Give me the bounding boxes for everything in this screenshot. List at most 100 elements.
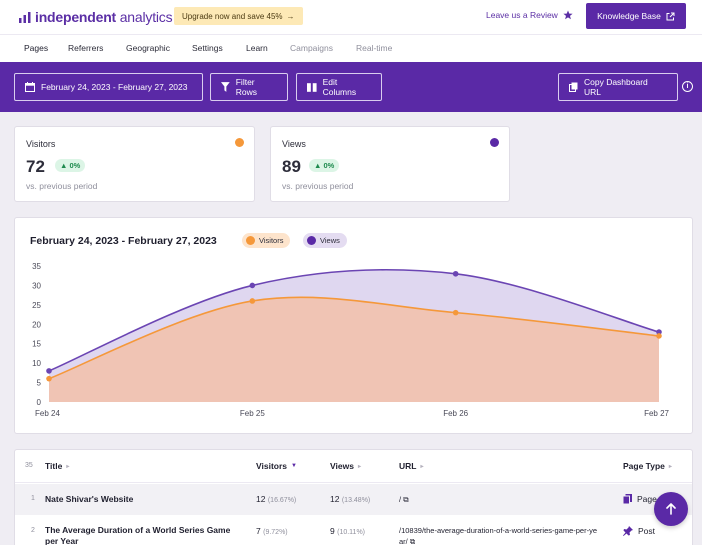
row-number: 1	[31, 495, 35, 502]
sort-caret-icon: ▸	[668, 463, 672, 470]
copy-dashboard-url-label: Copy Dashboard URL	[583, 77, 648, 97]
table-row[interactable]: 2 The Average Duration of a World Series…	[15, 516, 692, 545]
views-dot-icon	[490, 138, 499, 147]
x-tick-label: Feb 26	[443, 409, 468, 418]
views-change-badge: ▲ 0%	[309, 159, 340, 172]
row-visitors-pct: (9.72%)	[263, 529, 288, 536]
column-header-url[interactable]: URL ▸	[399, 461, 424, 471]
sort-desc-icon: ▼	[291, 463, 297, 469]
row-url[interactable]: / ⧉	[399, 494, 409, 505]
filter-rows-button[interactable]: Filter Rows	[210, 73, 288, 101]
tab-learn[interactable]: Learn	[246, 43, 268, 53]
external-link-icon: ⧉	[409, 537, 416, 545]
y-tick-label: 30	[32, 281, 41, 290]
row-visitors: 7 (9.72%)	[256, 526, 288, 536]
chart-card: February 24, 2023 - February 27, 2023 Vi…	[14, 217, 693, 434]
scroll-to-top-button[interactable]	[654, 492, 688, 526]
row-views-value: 9	[330, 526, 335, 536]
row-title[interactable]: The Average Duration of a World Series G…	[45, 525, 231, 545]
calendar-icon	[25, 82, 35, 92]
row-number: 2	[31, 527, 35, 534]
column-views-label: Views	[330, 461, 354, 471]
star-icon	[563, 10, 573, 20]
up-arrow-icon: ▲	[60, 161, 68, 170]
x-tick-label: Feb 25	[240, 409, 265, 418]
visitors-line	[48, 296, 660, 380]
arrow-right-icon: →	[286, 11, 295, 21]
logo-text-rest: analytics	[116, 9, 173, 25]
copy-dashboard-url-button[interactable]: Copy Dashboard URL	[558, 73, 678, 101]
y-tick-label: 35	[32, 262, 41, 271]
logo-mark-icon	[19, 12, 31, 23]
upgrade-banner[interactable]: Upgrade now and save 45% →	[174, 7, 303, 25]
visitors-point	[452, 309, 459, 316]
sort-caret-icon: ▸	[420, 463, 424, 470]
column-header-visitors[interactable]: Visitors ▼	[256, 461, 297, 471]
row-count: 35	[25, 462, 33, 469]
views-point	[249, 282, 256, 289]
column-header-title[interactable]: Title ▸	[45, 461, 69, 471]
external-link-icon	[666, 12, 675, 20]
tab-geographic[interactable]: Geographic	[126, 43, 170, 53]
y-tick-label: 10	[32, 359, 41, 368]
visitors-stat-sub: vs. previous period	[26, 181, 98, 191]
visitors-point	[249, 298, 256, 304]
legend-views[interactable]: Views	[303, 233, 347, 248]
visitors-area	[49, 297, 659, 402]
row-visitors-value: 7	[256, 526, 261, 536]
date-range-label: February 24, 2023 - February 27, 2023	[41, 82, 188, 92]
row-title[interactable]: Nate Shivar's Website	[45, 494, 134, 504]
knowledge-base-button[interactable]: Knowledge Base	[586, 3, 686, 29]
row-url[interactable]: /10839/the-average-duration-of-a-world-s…	[399, 525, 599, 545]
chart-title: February 24, 2023 - February 27, 2023	[30, 235, 217, 247]
leave-review-link[interactable]: Leave us a Review	[486, 10, 573, 20]
knowledge-base-label: Knowledge Base	[597, 11, 661, 21]
edit-columns-button[interactable]: Edit Columns	[296, 73, 382, 101]
row-url-text: /10839/the-average-duration-of-a-world-s…	[399, 526, 598, 545]
y-tick-label: 5	[37, 379, 42, 388]
copy-icon	[569, 82, 578, 92]
legend-visitors-dot-icon	[246, 236, 255, 245]
toolbar: February 24, 2023 - February 27, 2023 Fi…	[0, 62, 702, 112]
views-change-value: 0%	[323, 161, 335, 170]
tab-campaigns[interactable]: Campaigns	[290, 43, 333, 53]
sort-caret-icon: ▸	[357, 463, 361, 470]
row-views: 9 (10.11%)	[330, 526, 365, 536]
legend-visitors[interactable]: Visitors	[242, 233, 291, 248]
tab-referrers[interactable]: Referrers	[68, 43, 104, 53]
tab-pages[interactable]: Pages	[11, 43, 61, 64]
views-line	[48, 268, 660, 372]
views-point	[46, 368, 52, 374]
column-header-page-type[interactable]: Page Type ▸	[623, 461, 672, 471]
external-link-icon: ⧉	[403, 495, 409, 504]
legend-visitors-label: Visitors	[259, 236, 284, 245]
row-visitors-value: 12	[256, 494, 266, 504]
legend-views-label: Views	[320, 236, 340, 245]
visitors-stat-title: Visitors	[26, 139, 56, 149]
row-views-pct: (13.48%)	[341, 497, 371, 504]
column-header-views[interactable]: Views ▸	[330, 461, 361, 471]
tab-real-time[interactable]: Real-time	[356, 43, 393, 53]
visitors-stat-card[interactable]: Visitors 72 ▲ 0% vs. previous period	[14, 126, 255, 202]
y-tick-label: 15	[32, 340, 41, 349]
y-tick-label: 20	[32, 320, 41, 329]
date-range-button[interactable]: February 24, 2023 - February 27, 2023	[14, 73, 203, 101]
page-icon	[623, 494, 632, 504]
logo[interactable]: independent analytics	[18, 7, 173, 27]
tab-settings[interactable]: Settings	[192, 43, 223, 53]
y-tick-label: 0	[37, 398, 42, 407]
top-bar: independent analytics Upgrade now and sa…	[0, 0, 702, 34]
table-row[interactable]: 1 Nate Shivar's Website 12 (16.67%) 12 (…	[15, 484, 692, 515]
views-stat-card[interactable]: Views 89 ▲ 0% vs. previous period	[270, 126, 510, 202]
visitors-change-value: 0%	[69, 161, 81, 170]
row-views-pct: (10.11%)	[337, 529, 365, 536]
x-tick-label: Feb 24	[35, 409, 60, 418]
pages-table: 35 Title ▸ Visitors ▼ Views ▸ URL ▸ Page Typ…	[14, 449, 693, 545]
views-stat-value: 89	[282, 157, 301, 176]
info-icon[interactable]: i	[682, 81, 693, 92]
row-views-value: 12	[330, 494, 340, 504]
column-page-type-label: Page Type	[623, 461, 665, 471]
views-point	[452, 270, 459, 277]
visitors-stat-value: 72	[26, 157, 45, 176]
row-url-text: /	[399, 495, 402, 504]
